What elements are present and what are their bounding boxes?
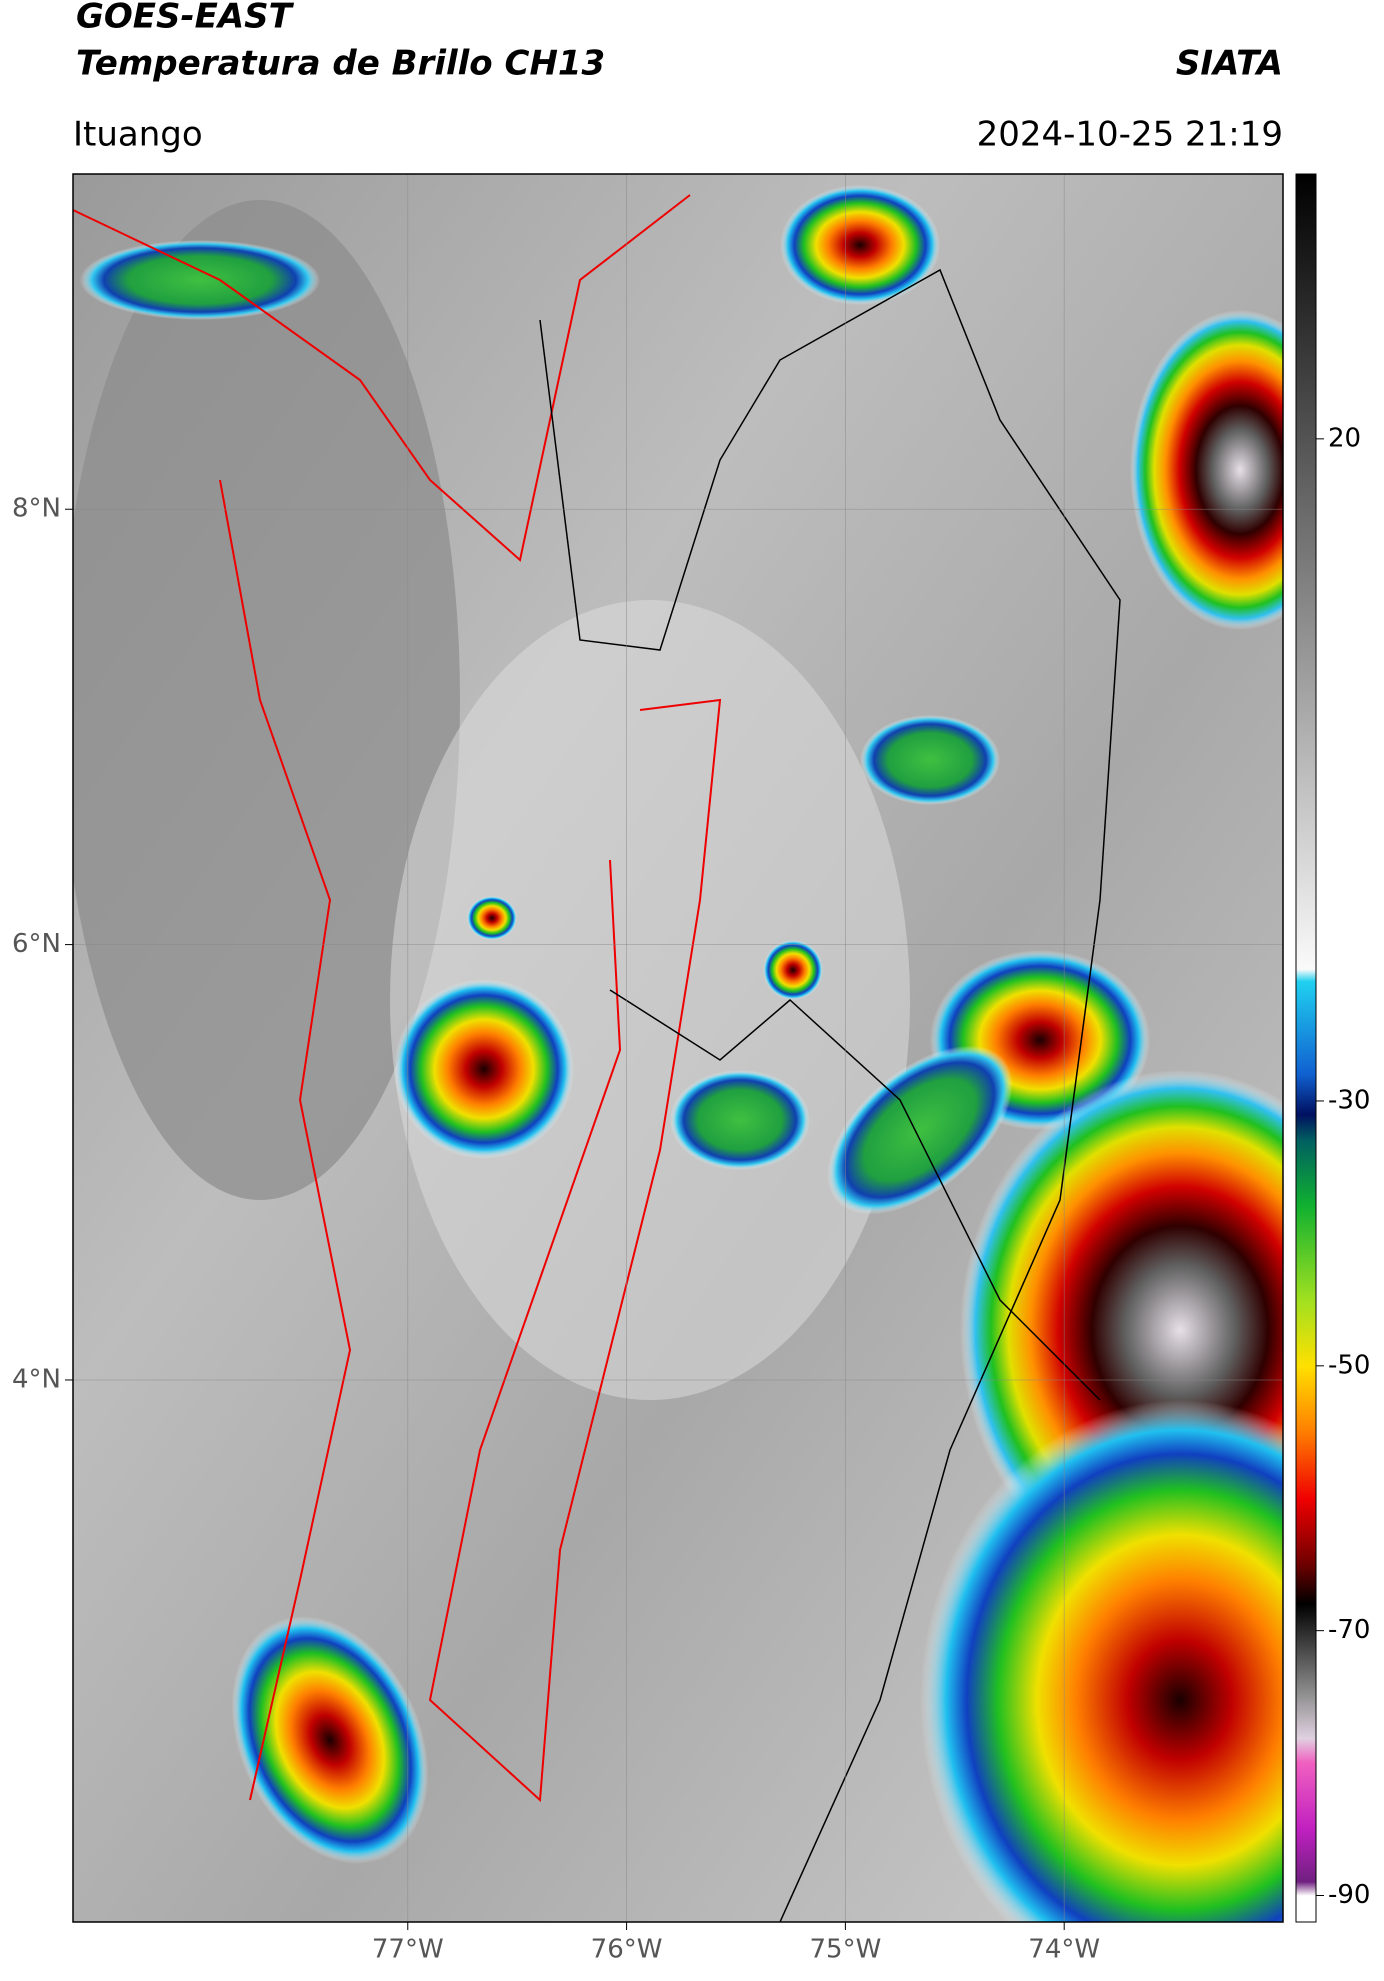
storm: [860, 715, 1000, 805]
coastline: [219, 479, 352, 1801]
colorbar-tick-label: 20: [1328, 423, 1361, 453]
colorbar-tick-label: -50: [1328, 1350, 1370, 1380]
x-tick-label: 75°W: [809, 1935, 881, 1965]
grid: [73, 174, 1283, 1922]
y-tick-label: 4°N: [12, 1364, 61, 1394]
storm: [80, 240, 320, 320]
storm: [763, 940, 823, 1000]
storm: [467, 896, 517, 940]
border: [73, 194, 691, 562]
ocean: [73, 200, 460, 1200]
subtitle: Temperatura de Brillo CH13: [76, 44, 605, 84]
colorbar: [1295, 173, 1317, 1923]
cloud: [390, 600, 910, 1400]
imagery: [73, 174, 1283, 1922]
storm: [670, 1070, 810, 1170]
department-border: [428, 698, 722, 1803]
storm: [394, 979, 574, 1159]
colorbar-tick-label: -30: [1328, 1085, 1370, 1115]
colorbar-tick-label: -70: [1328, 1615, 1370, 1645]
storm: [1130, 310, 1283, 630]
map-frame: [72, 173, 1284, 1923]
department-border: [539, 268, 1121, 1922]
location: Ituango: [73, 115, 203, 155]
storm: [780, 185, 940, 305]
x-tick-label: 77°W: [372, 1935, 444, 1965]
storm: [920, 1400, 1283, 1922]
y-tick-label: 6°N: [12, 929, 61, 959]
storm: [827, 1045, 1013, 1215]
datetime: 2024-10-25 21:19: [977, 115, 1283, 155]
x-tick-label: 76°W: [591, 1935, 663, 1965]
title: GOES-EAST: [76, 0, 295, 37]
storm: [231, 1616, 429, 1864]
y-tick-label: 8°N: [12, 494, 61, 524]
colorbar-tick-label: -90: [1328, 1880, 1370, 1910]
x-tick-label: 74°W: [1028, 1935, 1100, 1965]
source: SIATA: [1176, 44, 1283, 84]
